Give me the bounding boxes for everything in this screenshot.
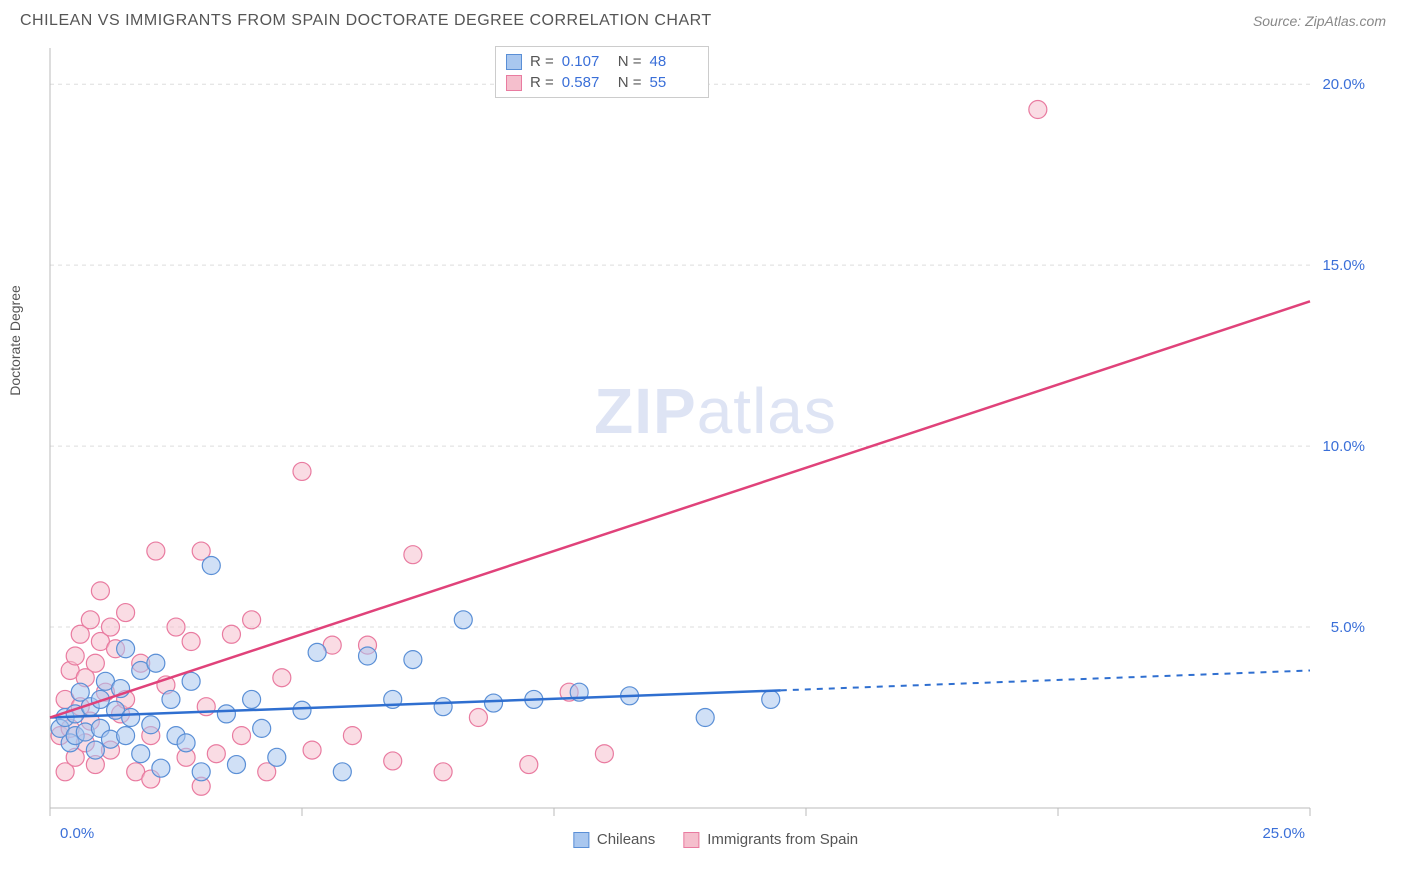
svg-text:10.0%: 10.0%	[1322, 438, 1365, 455]
r-value-a: 0.107	[562, 53, 610, 70]
r-value-b: 0.587	[562, 74, 610, 91]
svg-text:0.0%: 0.0%	[60, 825, 94, 842]
n-value-a: 48	[650, 53, 698, 70]
n-value-b: 55	[650, 74, 698, 91]
legend-swatch-b	[506, 75, 522, 91]
source-attribution: Source: ZipAtlas.com	[1253, 13, 1386, 29]
svg-text:25.0%: 25.0%	[1262, 825, 1305, 842]
series-legend: Chileans Immigrants from Spain	[573, 831, 858, 848]
svg-text:5.0%: 5.0%	[1331, 619, 1365, 636]
series-b-label: Immigrants from Spain	[707, 831, 858, 848]
legend-swatch-a	[506, 54, 522, 70]
svg-text:15.0%: 15.0%	[1322, 257, 1365, 274]
chart-title: CHILEAN VS IMMIGRANTS FROM SPAIN DOCTORA…	[20, 12, 712, 30]
legend-swatch-chileans	[573, 832, 589, 848]
correlation-scatter-chart: 5.0% 10.0% 15.0% 20.0% 0.0% 25.0%	[45, 38, 1380, 848]
legend-swatch-spain	[683, 832, 699, 848]
y-axis-label: Doctorate Degree	[7, 285, 23, 396]
correlation-legend: R = 0.107 N = 48 R = 0.587 N = 55	[495, 46, 709, 98]
svg-text:20.0%: 20.0%	[1322, 76, 1365, 93]
series-a-label: Chileans	[597, 831, 655, 848]
